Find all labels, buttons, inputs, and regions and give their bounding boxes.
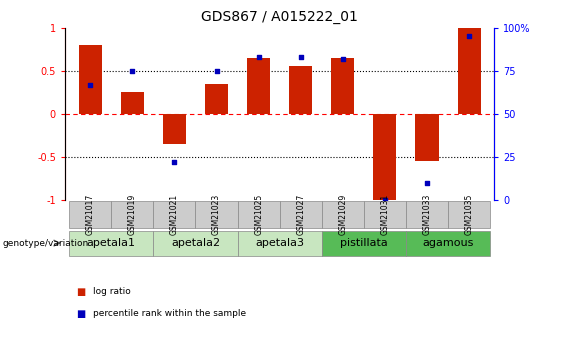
- Bar: [280, 201, 322, 228]
- Bar: [415, 114, 438, 161]
- Text: GSM21031: GSM21031: [380, 194, 389, 235]
- Text: GSM21029: GSM21029: [338, 194, 347, 235]
- Text: pistillata: pistillata: [340, 238, 388, 248]
- Point: [128, 68, 137, 73]
- Text: apetala1: apetala1: [87, 238, 136, 248]
- Text: ■: ■: [76, 309, 85, 319]
- Text: agamous: agamous: [423, 238, 474, 248]
- Bar: [331, 58, 354, 114]
- Bar: [448, 201, 490, 228]
- Point: [423, 180, 432, 186]
- Point: [254, 54, 263, 60]
- Bar: [406, 230, 490, 256]
- Text: GSM21035: GSM21035: [464, 194, 473, 235]
- Text: log ratio: log ratio: [93, 287, 131, 296]
- Text: GSM21021: GSM21021: [170, 194, 179, 235]
- Bar: [322, 230, 406, 256]
- Text: apetala2: apetala2: [171, 238, 220, 248]
- Bar: [195, 201, 237, 228]
- Text: ■: ■: [76, 287, 85, 296]
- Bar: [69, 201, 111, 228]
- Bar: [153, 201, 195, 228]
- Text: percentile rank within the sample: percentile rank within the sample: [93, 309, 246, 318]
- Point: [338, 56, 347, 61]
- Text: genotype/variation: genotype/variation: [3, 239, 89, 248]
- Bar: [237, 201, 280, 228]
- Point: [212, 68, 221, 73]
- Bar: [153, 230, 237, 256]
- Point: [464, 33, 473, 39]
- Point: [170, 159, 179, 165]
- Bar: [458, 28, 481, 114]
- Point: [86, 82, 95, 87]
- Text: GSM21025: GSM21025: [254, 194, 263, 235]
- Bar: [406, 201, 448, 228]
- Bar: [205, 84, 228, 114]
- Bar: [289, 66, 312, 114]
- Text: GSM21019: GSM21019: [128, 194, 137, 235]
- Text: apetala3: apetala3: [255, 238, 304, 248]
- Text: GSM21017: GSM21017: [86, 194, 95, 235]
- Text: GSM21023: GSM21023: [212, 194, 221, 235]
- Bar: [237, 230, 322, 256]
- Bar: [364, 201, 406, 228]
- Bar: [247, 58, 270, 114]
- Bar: [69, 230, 153, 256]
- Bar: [79, 45, 102, 114]
- Point: [380, 197, 389, 203]
- Text: GSM21027: GSM21027: [296, 194, 305, 235]
- Title: GDS867 / A015222_01: GDS867 / A015222_01: [201, 10, 358, 24]
- Bar: [373, 114, 397, 200]
- Bar: [111, 201, 153, 228]
- Bar: [163, 114, 186, 144]
- Point: [296, 54, 305, 60]
- Text: GSM21033: GSM21033: [423, 194, 432, 235]
- Bar: [322, 201, 364, 228]
- Bar: [121, 92, 144, 114]
